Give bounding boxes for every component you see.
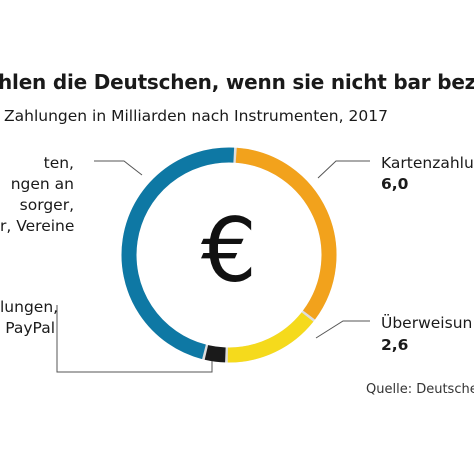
label-left-bottom-line: PayPal — [5, 319, 55, 337]
donut-segment — [121, 147, 235, 360]
value-card: 6,0 — [381, 175, 409, 193]
label-left-top-line: sorger, — [19, 196, 74, 214]
chart-title: hlen die Deutschen, wenn sie nicht bar b… — [0, 70, 474, 94]
leader-lines — [56, 160, 370, 373]
donut-segment — [204, 345, 226, 363]
leader-line — [56, 305, 213, 373]
chart-subtitle: Zahlungen in Milliarden nach Instrumente… — [4, 107, 388, 125]
value-transfer: 2,6 — [381, 336, 409, 354]
leader-line — [317, 160, 370, 179]
label-card: Kartenzahlu — [381, 154, 474, 172]
leader-line — [94, 160, 143, 176]
label-transfer: Überweisun — [381, 314, 473, 332]
label-left-top-line: ten, — [43, 154, 74, 172]
label-left-top-line: ngen an — [10, 175, 74, 193]
euro-icon: € — [201, 199, 257, 302]
label-left-bottom: lungen, PayPal — [0, 297, 59, 339]
donut-segment — [235, 147, 337, 320]
label-left-bottom-line: lungen, — [0, 298, 59, 316]
source-note: Quelle: Deutsche — [366, 382, 474, 397]
leader-line — [315, 320, 370, 339]
donut-ring — [121, 147, 337, 363]
label-left-top: ten, ngen an sorger, r, Vereine — [0, 153, 74, 237]
donut-segment — [227, 312, 314, 363]
label-left-top-line: r, Vereine — [0, 217, 75, 235]
